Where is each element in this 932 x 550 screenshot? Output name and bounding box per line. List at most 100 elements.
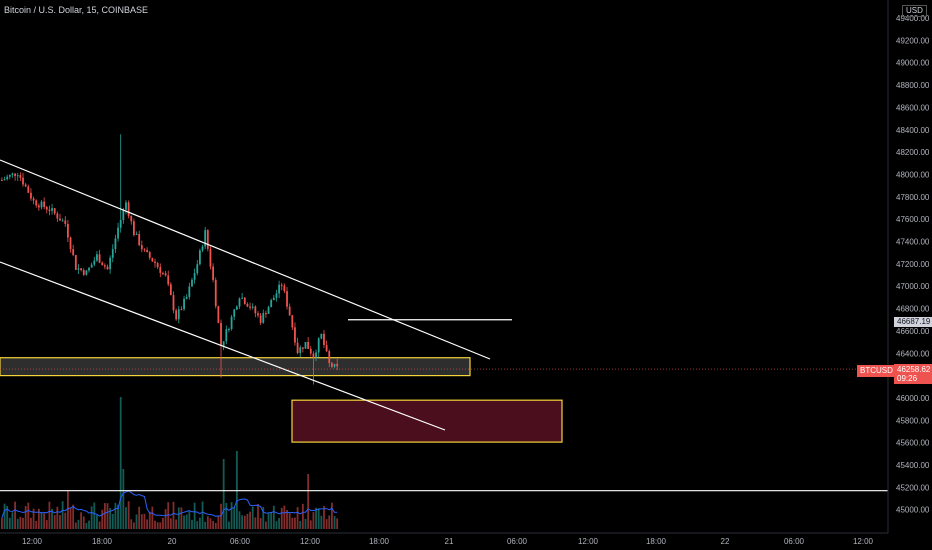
volume-bar (3, 503, 6, 529)
volume-bar (167, 502, 170, 529)
volume-bar (77, 519, 80, 529)
candle-body (280, 284, 283, 286)
volume-bar (254, 517, 257, 529)
volume-bar (82, 516, 85, 529)
candle-body (241, 297, 244, 299)
red-target-zone (291, 399, 563, 443)
candle-body (325, 345, 328, 352)
volume-bar (88, 520, 90, 529)
time-tick-label: 20 (168, 537, 177, 546)
price-tick-label: 47600.00 (896, 215, 930, 224)
volume-bar (291, 517, 294, 529)
candle-body (291, 315, 294, 328)
volume-bar (201, 501, 204, 529)
price-tick-label: 48800.00 (896, 81, 930, 90)
volume-bar (22, 517, 24, 529)
price-tick-label: 47200.00 (896, 260, 930, 269)
candle-body (37, 205, 40, 208)
candle-body (336, 363, 339, 367)
candle-body (114, 238, 117, 250)
volume-bar (6, 505, 9, 529)
price-tick-label: 46600.00 (896, 327, 930, 336)
candle-body (154, 261, 156, 264)
volume-bar (101, 509, 104, 529)
time-tick-label: 06:00 (230, 537, 251, 546)
candle-body (209, 248, 212, 267)
candle-body (138, 233, 141, 246)
candle-body (183, 298, 185, 310)
candle-body (101, 262, 104, 266)
volume-bar (222, 459, 225, 529)
price-tick-label: 48600.00 (896, 103, 930, 112)
zones-layer (0, 357, 563, 443)
volume-bar (114, 502, 117, 529)
last-price-badge: 46258.62 09:26 (894, 364, 932, 384)
candle-body (267, 307, 270, 314)
candle-body (77, 268, 80, 270)
volume-bar (280, 507, 283, 529)
candle-body (235, 306, 238, 310)
time-tick-label: 12:00 (300, 537, 321, 546)
volume-bar (8, 517, 11, 529)
volume-bar (30, 517, 32, 529)
candle-body (283, 285, 286, 292)
candle-body (254, 306, 257, 314)
volume-bar (45, 520, 48, 529)
candle-body (67, 223, 69, 238)
volume-bar (138, 506, 141, 529)
volume-bar (217, 516, 220, 529)
volume-bar (103, 503, 106, 529)
candle-body (8, 174, 11, 177)
volume-bar (56, 506, 59, 529)
volume-bar (257, 503, 259, 529)
candle-body (201, 246, 204, 251)
candle-body (1, 180, 3, 182)
candle-body (262, 313, 265, 323)
candle-body (238, 298, 241, 307)
candle-body (109, 257, 112, 270)
volume-bar (238, 511, 241, 529)
volume-bar (307, 474, 310, 529)
volume-bar (323, 506, 325, 529)
candle-body (61, 220, 64, 222)
volume-bar (37, 508, 40, 529)
time-tick-label: 18:00 (369, 537, 390, 546)
volume-bar (309, 520, 312, 529)
volume-bar (304, 518, 307, 529)
candle-body (212, 266, 214, 280)
candle-body (35, 200, 38, 206)
volume-bar (246, 513, 249, 529)
candles-layer (1, 134, 339, 385)
volume-bar (133, 522, 135, 529)
volume-bar (286, 510, 288, 529)
volume-bar (140, 514, 143, 529)
candle-body (93, 260, 96, 265)
price-tick-label: 45800.00 (896, 416, 930, 425)
candle-body (309, 348, 312, 354)
candle-body (172, 295, 175, 311)
candle-body (317, 338, 320, 353)
volume-bar (130, 519, 133, 529)
price-tick-label: 46000.00 (896, 394, 930, 403)
candle-body (125, 202, 127, 210)
volume-bar (61, 501, 64, 529)
countdown-timer: 09:26 (897, 374, 918, 383)
price-tick-label: 46800.00 (896, 305, 930, 314)
candle-body (259, 315, 262, 323)
volume-bar (191, 519, 193, 529)
volume-bar (336, 518, 339, 529)
volume-bar (328, 515, 331, 529)
candle-body (82, 270, 85, 275)
candle-body (14, 173, 16, 177)
volume-bar (249, 511, 251, 529)
candle-body (228, 329, 230, 331)
time-tick-label: 12:00 (853, 537, 874, 546)
candle-body (74, 255, 77, 270)
candle-body (272, 297, 275, 301)
volume-bar (35, 521, 38, 529)
candle-body (167, 275, 170, 285)
volume-bar (172, 501, 175, 529)
candle-body (159, 267, 162, 273)
volume-bar (233, 507, 236, 529)
